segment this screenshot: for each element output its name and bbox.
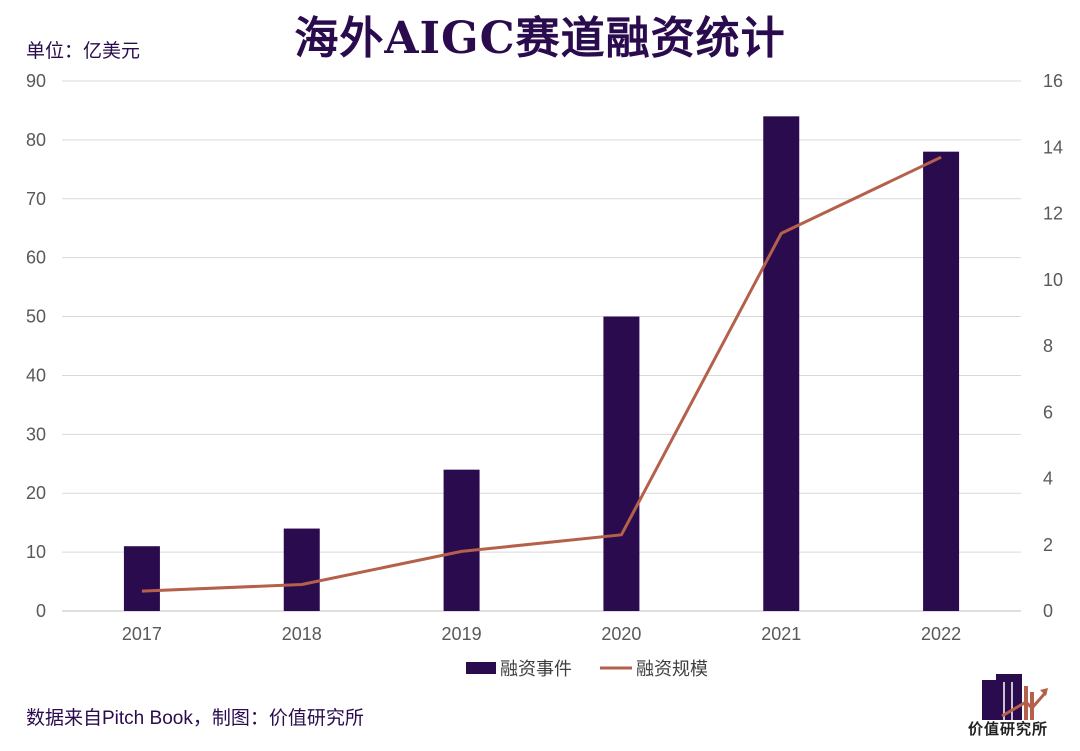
- y-left-tick-label: 0: [36, 601, 46, 621]
- y-left-tick-label: 60: [26, 248, 46, 268]
- x-tick-label: 2018: [282, 624, 322, 644]
- series-line: [141, 155, 942, 593]
- logo-text: 价值研究所: [967, 721, 1048, 738]
- y-left-tick-label: 10: [26, 542, 46, 562]
- y-left-tick-label: 30: [26, 424, 46, 444]
- y-right-tick-label: 14: [1043, 137, 1063, 157]
- unit-label: 单位：亿美元: [26, 41, 141, 62]
- y-right-tick-label: 16: [1043, 71, 1063, 91]
- y-right-tick-label: 12: [1043, 204, 1063, 224]
- bar: [603, 316, 640, 611]
- legend-label: 融资规模: [636, 659, 708, 679]
- y-right-tick-label: 2: [1043, 535, 1053, 555]
- y-right-tick-label: 6: [1043, 402, 1053, 422]
- source-note: 数据来自Pitch Book，制图：价值研究所: [26, 708, 364, 729]
- y-left-tick-label: 70: [26, 189, 46, 209]
- bar: [443, 469, 480, 611]
- bar: [763, 116, 800, 611]
- y-right-tick-label: 4: [1043, 469, 1053, 489]
- x-tick-label: 2017: [122, 624, 162, 644]
- y-right-tick-label: 0: [1043, 601, 1053, 621]
- x-tick-label: 2021: [761, 624, 801, 644]
- y-left-tick-label: 50: [26, 307, 46, 327]
- y-left-tick-label: 90: [26, 71, 46, 91]
- legend-label: 融资事件: [500, 659, 572, 679]
- legend-swatch-bar: [466, 662, 496, 674]
- y-left-tick-label: 40: [26, 365, 46, 385]
- logo-icon: [982, 674, 1048, 720]
- y-left-tick-label: 20: [26, 483, 46, 503]
- x-tick-label: 2022: [921, 624, 961, 644]
- y-right-tick-label: 10: [1043, 270, 1063, 290]
- bar: [123, 546, 160, 611]
- y-right-tick-label: 8: [1043, 336, 1053, 356]
- x-tick-label: 2020: [601, 624, 641, 644]
- y-left-tick-label: 80: [26, 130, 46, 150]
- bar: [283, 528, 320, 611]
- x-tick-label: 2019: [442, 624, 482, 644]
- bar: [923, 151, 960, 611]
- chart-title: 海外AIGC赛道融资统计: [294, 13, 786, 64]
